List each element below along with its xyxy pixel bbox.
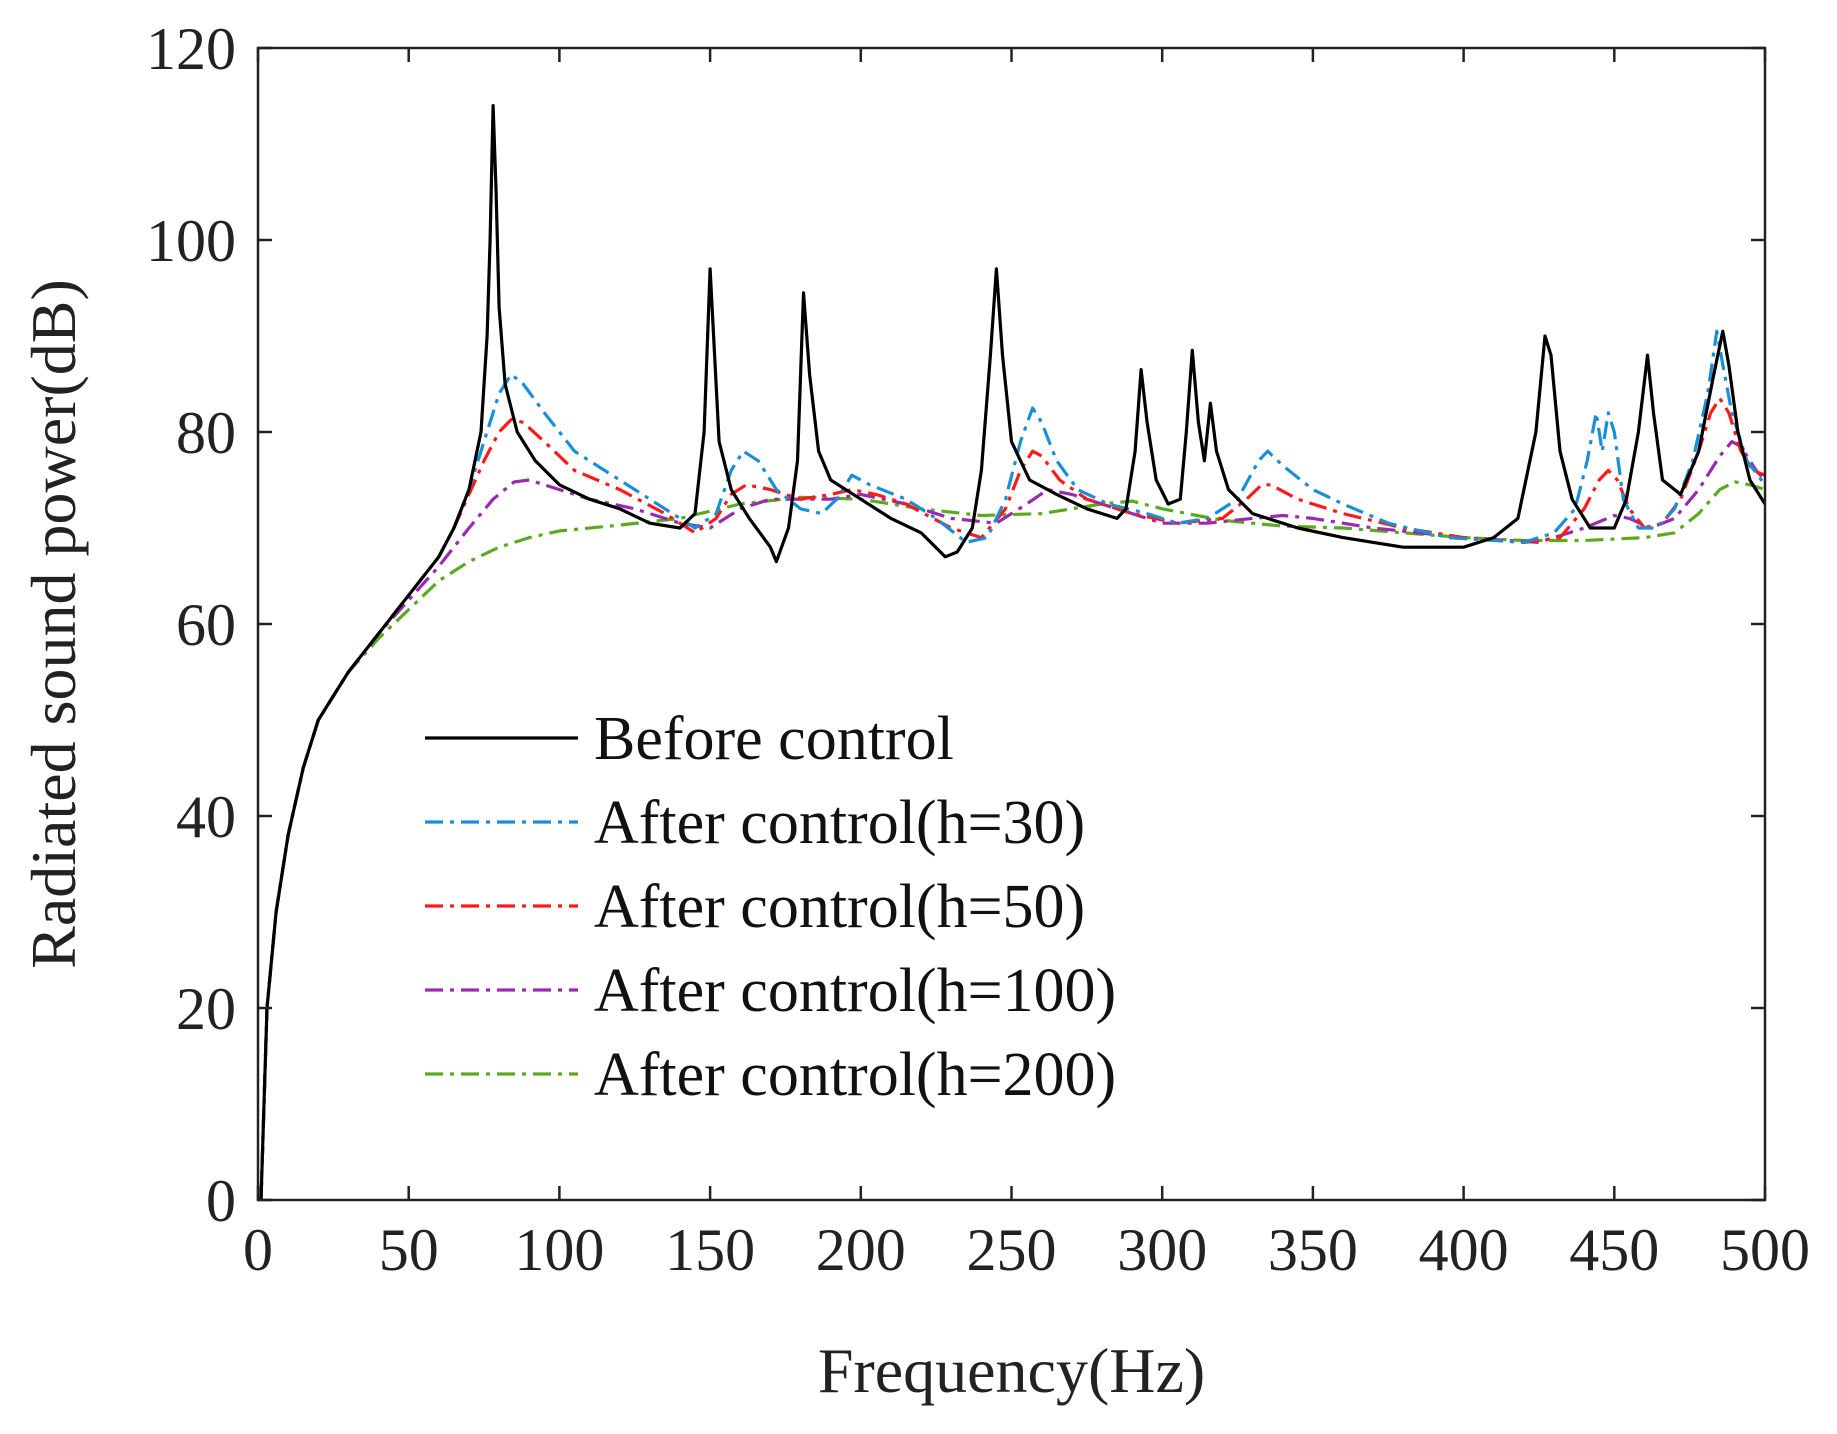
- legend-label: After control(h=50): [594, 873, 1085, 941]
- x-tick-label: 200: [816, 1217, 906, 1283]
- legend-label: Before control: [594, 705, 954, 773]
- x-tick-label: 100: [514, 1217, 604, 1283]
- y-tick-label: 100: [146, 208, 236, 274]
- x-tick-label: 50: [379, 1217, 439, 1283]
- legend-label: After control(h=30): [594, 789, 1085, 857]
- x-tick-label: 150: [665, 1217, 755, 1283]
- y-tick-label: 80: [176, 400, 236, 466]
- legend-label: After control(h=200): [594, 1041, 1116, 1109]
- series-line-after-control-h-100: [259, 440, 1767, 1201]
- x-tick-label: 0: [243, 1217, 273, 1283]
- x-tick-label: 350: [1268, 1217, 1358, 1283]
- series-layer: [259, 104, 1767, 1201]
- x-tick-label: 400: [1419, 1217, 1509, 1283]
- y-tick-label: 120: [146, 16, 236, 82]
- legend: Before control After control(h=30) After c…: [425, 705, 1116, 1109]
- x-tick-label: 450: [1569, 1217, 1659, 1283]
- y-tick-label: 20: [176, 976, 236, 1042]
- x-tick-label: 250: [967, 1217, 1057, 1283]
- series-line-before-control: [259, 104, 1767, 1201]
- legend-label: After control(h=100): [594, 957, 1116, 1025]
- y-tick-label: 40: [176, 784, 236, 850]
- y-tick-label: 60: [176, 592, 236, 658]
- series-line-after-control-h-30: [259, 329, 1767, 1201]
- y-tick-label: 0: [206, 1168, 236, 1234]
- x-axis-title: Frequency(Hz): [818, 1335, 1205, 1406]
- y-axis-title: Radiated sound power(dB): [18, 279, 89, 969]
- x-tick-label: 500: [1720, 1217, 1810, 1283]
- ticks-layer: 0 50 100 150 200 250 300 350 400 450 500 0 20 40 60 80 1…: [146, 16, 1810, 1283]
- x-tick-label: 300: [1117, 1217, 1207, 1283]
